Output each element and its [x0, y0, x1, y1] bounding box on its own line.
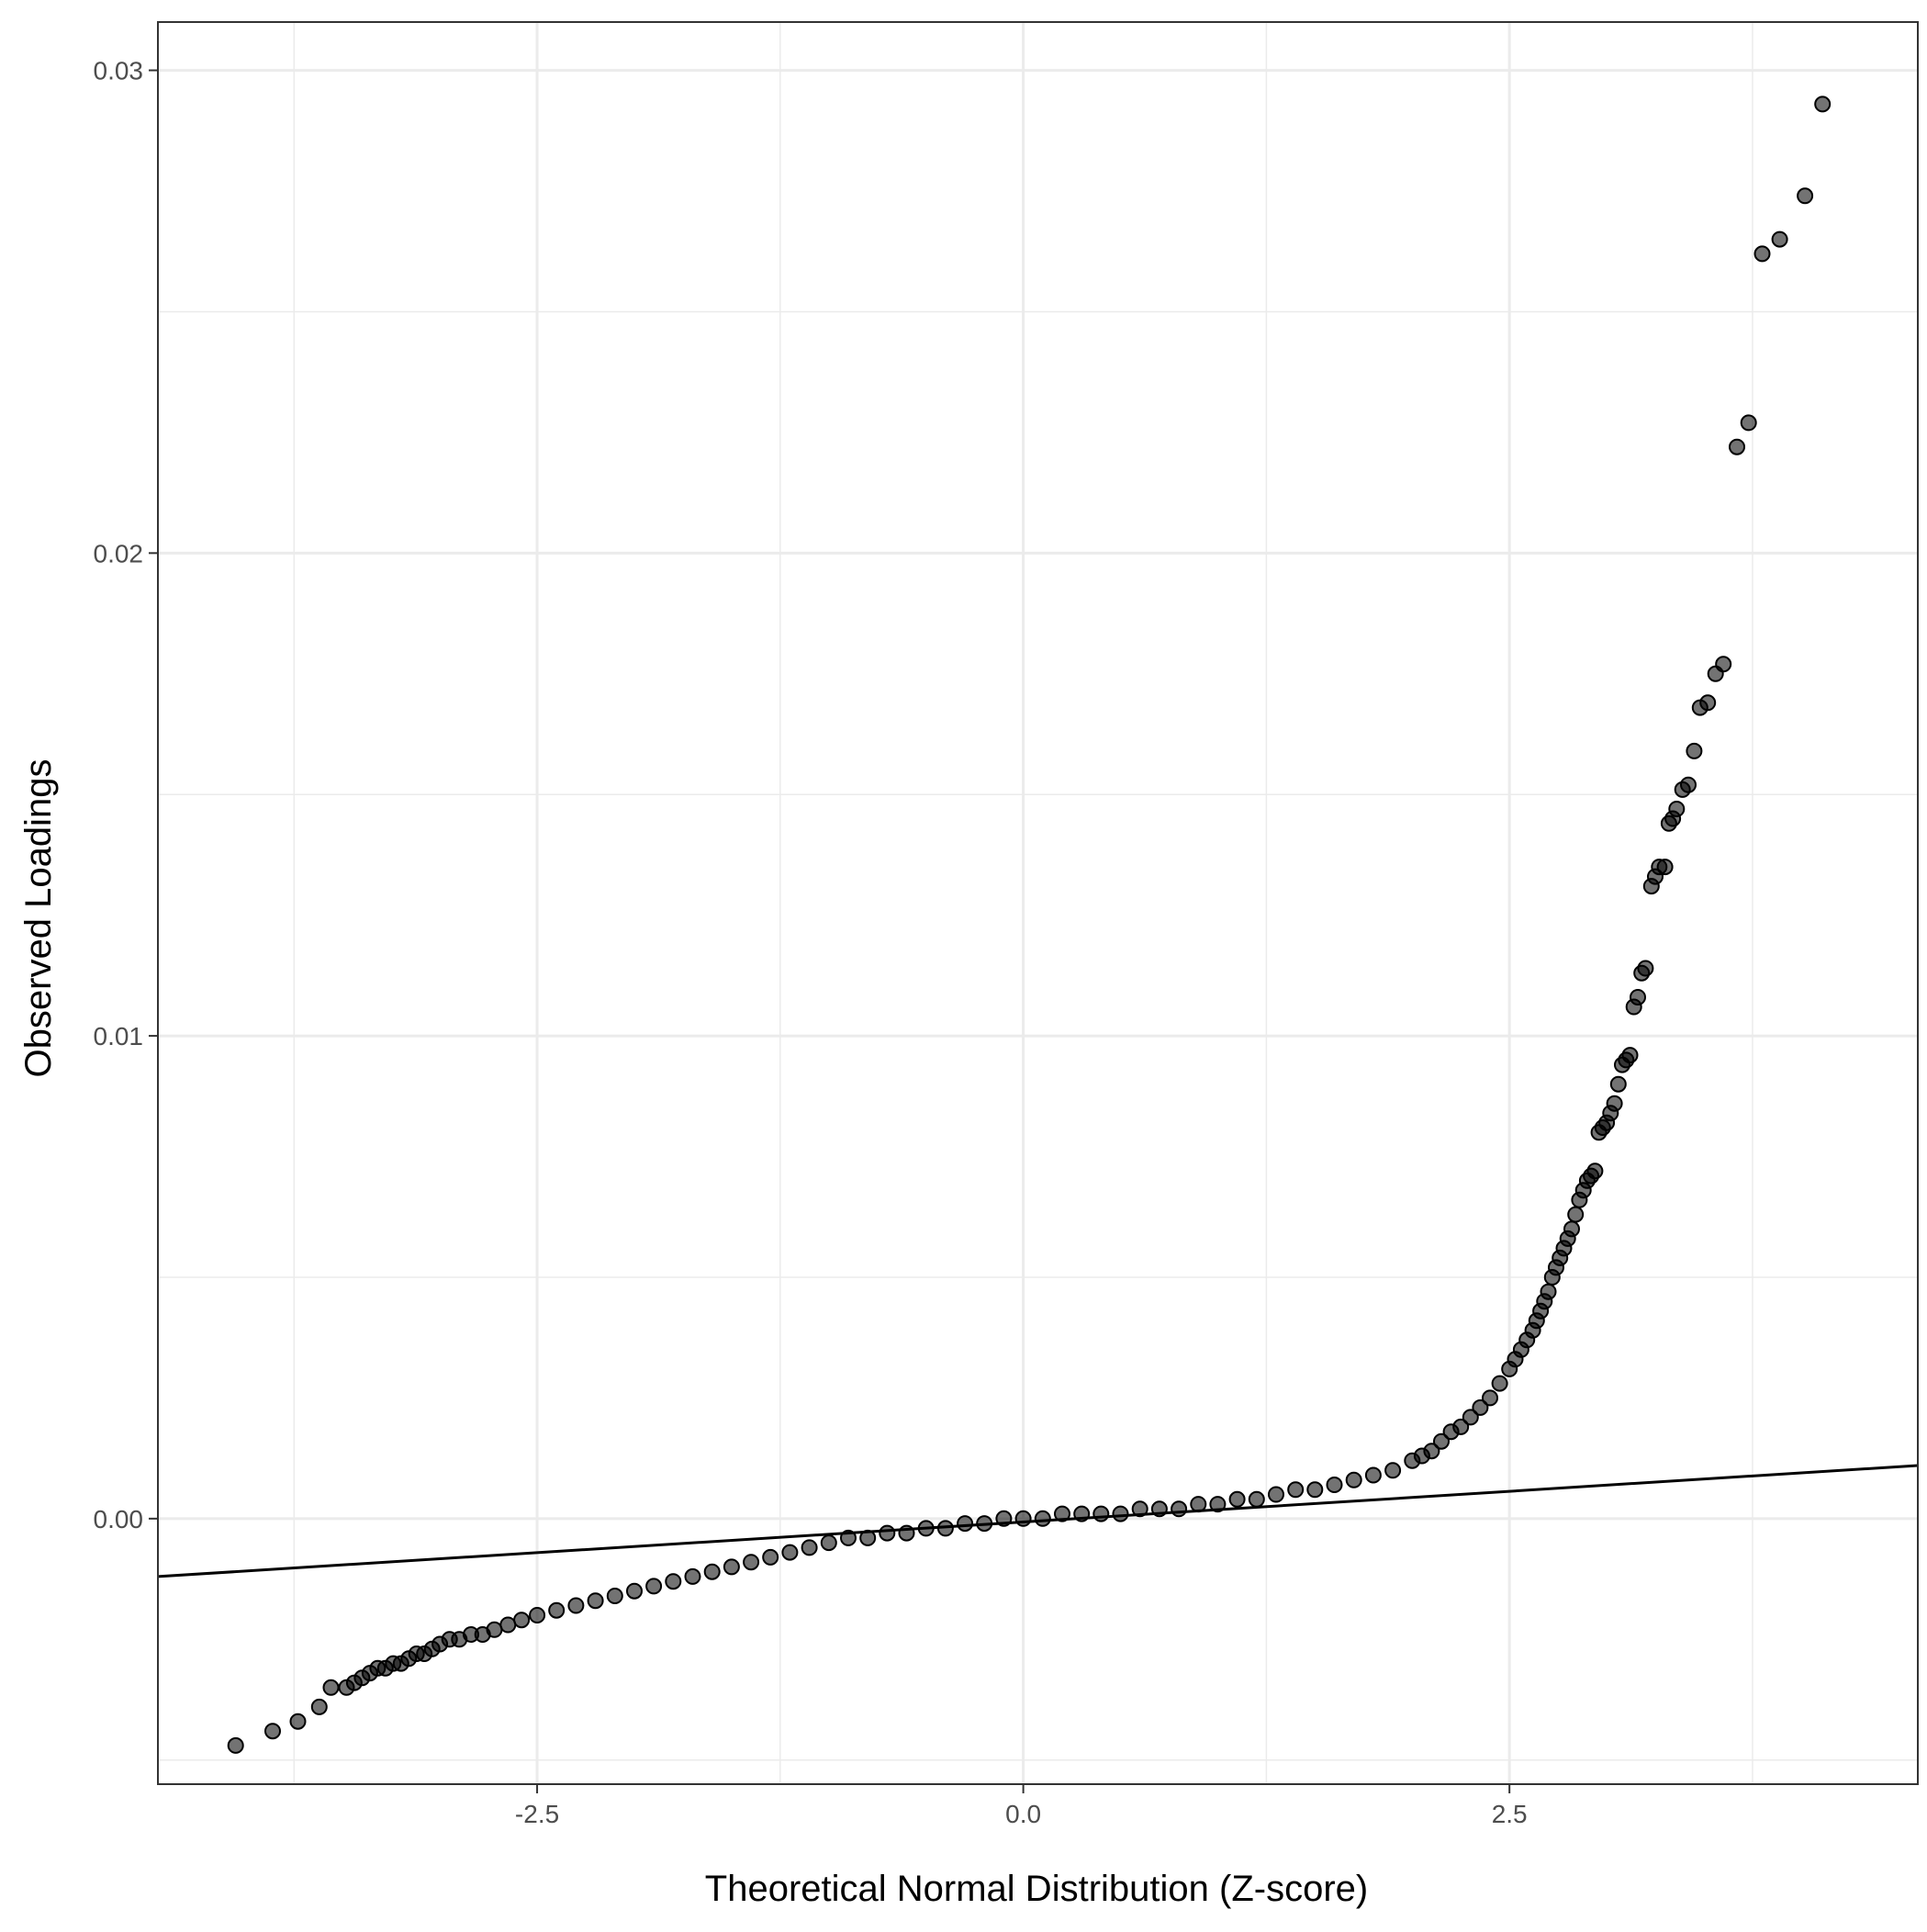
data-point — [1740, 414, 1757, 432]
data-point — [1540, 1283, 1557, 1300]
data-point — [1384, 1462, 1402, 1479]
data-point — [1814, 95, 1832, 113]
data-point — [1014, 1510, 1032, 1527]
data-point — [645, 1578, 663, 1595]
data-point — [1054, 1505, 1070, 1522]
data-point — [684, 1567, 701, 1585]
data-point — [1699, 694, 1717, 712]
panel-border — [157, 21, 1919, 1785]
data-point — [1771, 230, 1788, 248]
data-point — [1586, 1163, 1604, 1180]
data-point — [781, 1544, 799, 1561]
data-point — [1686, 742, 1703, 759]
data-points — [227, 95, 1832, 1754]
x-axis-title: Theoretical Normal Distribution (Z-score… — [705, 1869, 1368, 1909]
y-axis-ticks: 0.00 0.01 0.02 0.03 — [94, 57, 158, 1533]
data-point — [1433, 1432, 1450, 1450]
data-point — [606, 1588, 623, 1604]
data-point — [567, 1597, 585, 1614]
data-point — [513, 1612, 531, 1629]
data-point — [1609, 1075, 1627, 1093]
data-point — [1345, 1471, 1362, 1488]
data-point — [743, 1554, 760, 1571]
data-point — [626, 1582, 643, 1600]
data-point — [289, 1713, 307, 1730]
data-point — [820, 1534, 837, 1552]
data-point — [723, 1558, 740, 1576]
data-point — [1423, 1443, 1440, 1460]
data-point — [1482, 1389, 1498, 1407]
x-axis-ticks: -2.5 0.0 2.5 — [515, 1784, 1528, 1828]
data-point — [1112, 1505, 1129, 1522]
data-point — [499, 1616, 517, 1634]
data-point — [587, 1592, 604, 1610]
data-point — [1637, 960, 1654, 977]
reference-line — [157, 1464, 1919, 1578]
data-point — [1364, 1466, 1382, 1484]
data-point — [1287, 1481, 1305, 1499]
data-point — [1621, 1047, 1639, 1064]
data-point — [1228, 1490, 1246, 1508]
data-point — [1729, 438, 1745, 455]
data-point — [1656, 859, 1674, 876]
data-point — [1491, 1375, 1508, 1392]
data-point — [1715, 656, 1732, 673]
data-point — [529, 1607, 546, 1623]
data-point — [1668, 801, 1686, 817]
data-point — [1306, 1481, 1324, 1499]
data-point — [1472, 1398, 1489, 1416]
data-point — [1630, 989, 1646, 1005]
data-point — [264, 1723, 281, 1740]
data-point — [1452, 1418, 1470, 1435]
data-point — [801, 1539, 818, 1556]
x-tick-label: 2.5 — [1492, 1800, 1528, 1828]
y-tick-label: 0.03 — [94, 57, 144, 85]
data-point — [310, 1698, 328, 1715]
data-point — [1092, 1505, 1110, 1522]
data-point — [1209, 1496, 1227, 1513]
y-tick-label: 0.00 — [94, 1505, 144, 1533]
data-point — [1606, 1095, 1623, 1112]
major-grid — [158, 22, 1918, 1784]
data-point — [1567, 1206, 1585, 1223]
minor-grid — [158, 22, 1918, 1784]
data-point — [1034, 1510, 1051, 1527]
data-point — [486, 1621, 503, 1638]
y-tick-label: 0.01 — [94, 1022, 144, 1050]
data-point — [1680, 776, 1697, 793]
data-point — [227, 1736, 244, 1754]
data-point — [548, 1601, 566, 1619]
data-point — [879, 1524, 896, 1542]
data-point — [1753, 245, 1771, 263]
data-point — [1248, 1490, 1265, 1508]
data-point — [1797, 187, 1814, 205]
x-tick-label: -2.5 — [515, 1800, 559, 1828]
reference-line-layer — [157, 1464, 1919, 1578]
x-tick-label: 0.0 — [1005, 1800, 1041, 1828]
data-point — [1462, 1409, 1479, 1426]
data-point — [322, 1679, 340, 1696]
data-point — [762, 1548, 779, 1566]
y-axis-title: Observed Loadings — [18, 759, 59, 1078]
data-point — [1171, 1500, 1188, 1518]
data-point — [957, 1515, 974, 1533]
data-point — [1268, 1486, 1284, 1503]
data-point — [1326, 1477, 1343, 1493]
data-point — [665, 1573, 682, 1590]
data-point — [1563, 1220, 1580, 1238]
data-point — [1131, 1500, 1148, 1518]
y-tick-label: 0.02 — [94, 539, 144, 567]
data-point — [703, 1563, 721, 1580]
